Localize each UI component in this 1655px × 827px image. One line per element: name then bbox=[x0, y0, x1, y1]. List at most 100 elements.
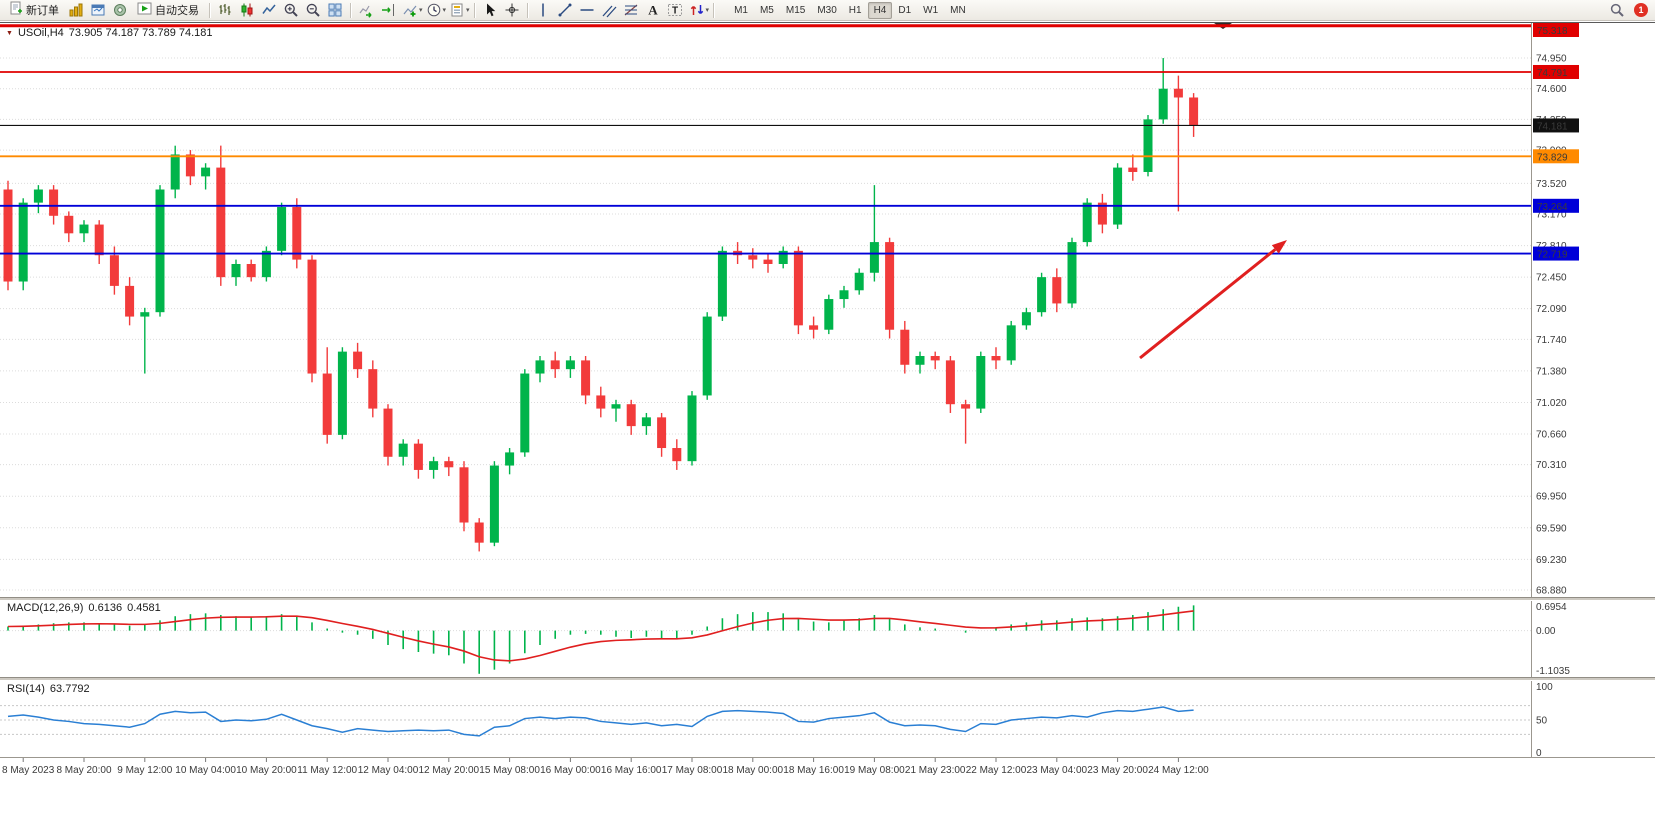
fibonacci-icon[interactable] bbox=[620, 1, 642, 19]
candle-body bbox=[991, 356, 1001, 361]
candle-body bbox=[565, 360, 575, 370]
candle-body bbox=[368, 369, 378, 409]
timeframe-m15-button[interactable]: M15 bbox=[785, 4, 806, 16]
periods-icon[interactable] bbox=[423, 1, 445, 19]
candle-body bbox=[976, 356, 986, 409]
price-axis-label: 72.090 bbox=[1536, 304, 1567, 315]
candlestick-chart-icon[interactable] bbox=[236, 1, 258, 19]
price-badge-label: 74.181 bbox=[1537, 121, 1568, 132]
templates-icon[interactable] bbox=[446, 1, 468, 19]
candle-body bbox=[657, 417, 667, 449]
price-axis-label: 68.880 bbox=[1536, 585, 1567, 596]
templates-dropdown-caret[interactable]: ▾ bbox=[466, 7, 470, 14]
panel-separator[interactable] bbox=[0, 677, 1655, 681]
notification-badge[interactable]: 1 bbox=[1634, 3, 1648, 17]
candle-body bbox=[641, 417, 651, 427]
price-axis-label: 74.950 bbox=[1536, 54, 1567, 65]
toolbar-separator bbox=[473, 2, 475, 18]
panel-separator[interactable] bbox=[0, 597, 1655, 601]
price-axis-label: 73.520 bbox=[1536, 179, 1567, 190]
candle-body bbox=[915, 356, 925, 365]
horizontal-line-icon[interactable] bbox=[576, 1, 598, 19]
candle-body bbox=[216, 167, 226, 278]
arrows-dropdown-caret[interactable]: ▾ bbox=[705, 7, 710, 14]
rsi-indicator-label: RSI(14) 63.7792 bbox=[7, 683, 90, 695]
candle-body bbox=[185, 154, 195, 177]
equidistant-channel-icon[interactable] bbox=[598, 1, 620, 19]
timeframe-w1-button[interactable]: W1 bbox=[923, 4, 939, 16]
arrows-icon[interactable] bbox=[686, 1, 708, 19]
candle-body bbox=[246, 263, 256, 278]
timeframe-h4-button[interactable]: H4 bbox=[867, 1, 893, 19]
collapse-triangle-icon[interactable]: ▼ bbox=[6, 29, 13, 37]
candle-body bbox=[763, 259, 773, 264]
data-window-icon[interactable] bbox=[87, 1, 109, 19]
new-order-button[interactable]: 新订单 bbox=[3, 1, 65, 19]
indicators-dropdown-caret[interactable]: ▾ bbox=[419, 7, 423, 14]
trend-arrow[interactable] bbox=[1139, 248, 1277, 360]
candle-body bbox=[626, 404, 636, 427]
rsi-line bbox=[7, 706, 1194, 737]
price-badge-label: 75.318 bbox=[1537, 26, 1568, 37]
navigator-icon[interactable] bbox=[109, 1, 131, 19]
candle-body bbox=[307, 259, 317, 374]
chart-shift-icon[interactable] bbox=[377, 1, 399, 19]
candle-body bbox=[717, 250, 727, 317]
cursor-icon[interactable] bbox=[479, 1, 501, 19]
candle-body bbox=[505, 452, 515, 466]
time-axis-label: 19 May 08:00 bbox=[844, 765, 905, 776]
timeframe-m5-button[interactable]: M5 bbox=[759, 4, 774, 16]
indicators-icon[interactable] bbox=[399, 1, 421, 19]
zoom-in-icon[interactable] bbox=[280, 1, 302, 19]
crosshair-icon[interactable] bbox=[501, 1, 523, 19]
macd-indicator-label: MACD(12,26,9) 0.6136 0.4581 bbox=[7, 602, 161, 614]
candle-body bbox=[702, 316, 712, 396]
price-badge bbox=[1533, 149, 1579, 164]
time-axis-label: 23 May 04:00 bbox=[1026, 765, 1087, 776]
timeframe-m1-button[interactable]: M1 bbox=[734, 4, 748, 16]
time-axis-label: 21 May 23:00 bbox=[905, 765, 966, 776]
timeframe-mn-button[interactable]: MN bbox=[950, 4, 966, 16]
chart-symbol-period: USOil,H4 bbox=[17, 27, 64, 39]
text-label-icon[interactable]: T bbox=[664, 1, 686, 19]
trendline-icon[interactable] bbox=[554, 1, 576, 19]
autotrading-button[interactable]: 自动交易 bbox=[131, 1, 205, 19]
candle-body bbox=[33, 189, 43, 203]
price-axis-label: 69.590 bbox=[1536, 523, 1567, 534]
toolbar-separator bbox=[350, 2, 351, 18]
candle-body bbox=[520, 373, 530, 453]
search-icon[interactable] bbox=[1606, 1, 1628, 19]
timeframe-d1-button[interactable]: D1 bbox=[898, 4, 912, 16]
time-axis-label: 8 May 20:00 bbox=[56, 765, 111, 776]
line-chart-icon[interactable] bbox=[258, 1, 280, 19]
macd-signal-value: 0.4581 bbox=[127, 602, 161, 614]
candle-body bbox=[277, 207, 287, 251]
candle-body bbox=[1082, 202, 1092, 243]
new-order-icon bbox=[9, 1, 23, 19]
time-axis-label: 8 May 2023 bbox=[2, 765, 55, 776]
tile-windows-icon[interactable] bbox=[324, 1, 346, 19]
candle-body bbox=[125, 285, 135, 317]
vertical-line-icon[interactable] bbox=[532, 1, 554, 19]
time-axis-label: 18 May 16:00 bbox=[783, 765, 844, 776]
price-axis-label: 69.230 bbox=[1536, 555, 1567, 566]
charts-icon[interactable] bbox=[65, 1, 87, 19]
rsi-axis-label: 50 bbox=[1536, 716, 1548, 727]
timeframe-h1-button[interactable]: H1 bbox=[848, 4, 862, 16]
periods-dropdown-caret[interactable]: ▾ bbox=[442, 7, 447, 14]
price-badge-label: 73.829 bbox=[1537, 152, 1568, 163]
new-order-label: 新订单 bbox=[26, 5, 59, 17]
candle-body bbox=[261, 250, 271, 278]
price-axis-label: 72.450 bbox=[1536, 273, 1567, 284]
bar-chart-icon[interactable] bbox=[214, 1, 236, 19]
price-axis-label: 74.600 bbox=[1536, 84, 1567, 95]
candle-body bbox=[809, 325, 819, 330]
trend-arrow-head bbox=[1271, 240, 1287, 254]
text-icon[interactable]: A bbox=[642, 1, 664, 19]
toolbar: 新订单 自动交易 ▾ ▾ ▾ A T ▾ M1 M5 M15 M30 H1 H4 D1 W1 M… bbox=[0, 0, 1655, 21]
candle-body bbox=[429, 461, 439, 470]
auto-scroll-icon[interactable] bbox=[355, 1, 377, 19]
timeframe-m30-button[interactable]: M30 bbox=[817, 4, 837, 16]
zoom-out-icon[interactable] bbox=[302, 1, 324, 19]
